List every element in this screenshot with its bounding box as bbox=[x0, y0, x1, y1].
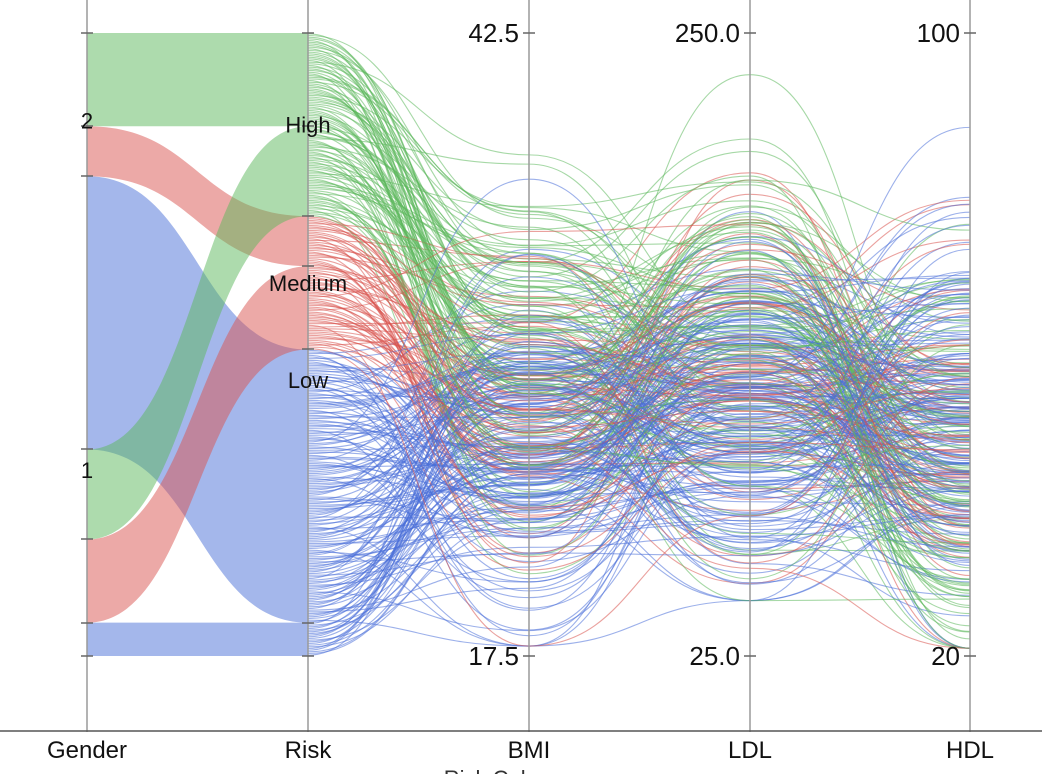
hdl-min-label: 20 bbox=[931, 641, 960, 671]
axes bbox=[0, 0, 1042, 732]
data-line-medium[interactable] bbox=[307, 303, 971, 649]
data-line-low[interactable] bbox=[307, 436, 971, 537]
data-line-low[interactable] bbox=[307, 354, 971, 473]
gender-category-label-1[interactable]: 1 bbox=[81, 458, 93, 483]
ribbon-gender-1-risk-low[interactable] bbox=[87, 622, 308, 656]
data-line-low[interactable] bbox=[307, 386, 971, 461]
data-line-low[interactable] bbox=[307, 501, 971, 615]
ribbon-gender-2-risk-high[interactable] bbox=[87, 33, 308, 127]
data-line-low[interactable] bbox=[307, 336, 971, 515]
data-line-low[interactable] bbox=[307, 331, 971, 637]
data-line-high[interactable] bbox=[307, 96, 971, 540]
hdl-max-label: 100 bbox=[917, 18, 960, 48]
data-line-high[interactable] bbox=[307, 148, 971, 432]
data-line-high[interactable] bbox=[307, 71, 971, 552]
data-line-high[interactable] bbox=[307, 134, 971, 412]
data-line-high[interactable] bbox=[307, 101, 971, 471]
axis-title-risk[interactable]: Risk bbox=[285, 737, 333, 764]
data-line-low[interactable] bbox=[307, 329, 971, 410]
data-line-low[interactable] bbox=[307, 473, 971, 560]
data-line-low[interactable] bbox=[307, 392, 971, 583]
color-dimension-label: Risk Colors bbox=[444, 766, 556, 774]
ribbon-gender-1-risk-medium[interactable] bbox=[87, 266, 308, 623]
data-line-high[interactable] bbox=[307, 56, 971, 544]
data-line-medium[interactable] bbox=[307, 331, 971, 475]
data-line-high[interactable] bbox=[307, 124, 971, 598]
risk-category-label-high[interactable]: High bbox=[285, 113, 330, 138]
bmi-max-label: 42.5 bbox=[468, 18, 519, 48]
data-lines bbox=[307, 33, 971, 656]
data-line-low[interactable] bbox=[307, 300, 971, 550]
data-line-low[interactable] bbox=[307, 253, 971, 580]
data-line-low[interactable] bbox=[307, 356, 971, 521]
data-line-low[interactable] bbox=[307, 404, 971, 616]
axis-title-gender[interactable]: Gender bbox=[47, 737, 127, 764]
data-line-high[interactable] bbox=[307, 138, 971, 501]
data-line-low[interactable] bbox=[307, 126, 971, 631]
data-line-high[interactable] bbox=[307, 98, 971, 627]
labels: 42.5 17.5 250.0 25.0 100 20 2 1 High Medium Low Gen… bbox=[47, 18, 994, 774]
data-line-low[interactable] bbox=[307, 406, 971, 584]
axis-title-hdl[interactable]: HDL bbox=[946, 737, 994, 764]
ribbon-gender-2-risk-low[interactable] bbox=[87, 176, 308, 623]
data-line-medium[interactable] bbox=[307, 243, 971, 410]
risk-category-label-low[interactable]: Low bbox=[288, 368, 328, 393]
data-line-low[interactable] bbox=[307, 390, 971, 647]
data-line-high[interactable] bbox=[307, 99, 971, 368]
data-line-medium[interactable] bbox=[307, 231, 971, 444]
data-line-low[interactable] bbox=[307, 299, 971, 640]
axis-title-ldl[interactable]: LDL bbox=[728, 737, 772, 764]
data-line-medium[interactable] bbox=[307, 283, 971, 426]
gender-category-label-2[interactable]: 2 bbox=[81, 108, 93, 133]
data-line-low[interactable] bbox=[307, 302, 971, 611]
data-line-low[interactable] bbox=[307, 505, 971, 647]
data-line-low[interactable] bbox=[307, 360, 971, 479]
risk-category-label-medium[interactable]: Medium bbox=[269, 271, 347, 296]
data-line-low[interactable] bbox=[307, 287, 971, 656]
data-line-low[interactable] bbox=[307, 370, 971, 585]
data-line-low[interactable] bbox=[307, 535, 971, 617]
ribbon-gender-1-risk-high[interactable] bbox=[87, 126, 308, 540]
data-line-low[interactable] bbox=[307, 429, 971, 574]
data-line-high[interactable] bbox=[307, 81, 971, 350]
data-line-low[interactable] bbox=[307, 277, 971, 493]
ldl-min-label: 25.0 bbox=[689, 641, 740, 671]
data-line-low[interactable] bbox=[307, 354, 971, 415]
data-line-medium[interactable] bbox=[307, 224, 971, 547]
data-line-high[interactable] bbox=[307, 128, 971, 450]
data-line-medium[interactable] bbox=[307, 288, 971, 516]
data-line-low[interactable] bbox=[307, 440, 971, 581]
data-line-low[interactable] bbox=[307, 283, 971, 591]
data-line-low[interactable] bbox=[307, 371, 971, 506]
category-ribbons bbox=[87, 33, 308, 656]
axis-title-bmi[interactable]: BMI bbox=[508, 737, 551, 764]
data-line-medium[interactable] bbox=[307, 312, 971, 647]
data-line-high[interactable] bbox=[307, 79, 971, 529]
data-line-medium[interactable] bbox=[307, 246, 971, 425]
data-line-low[interactable] bbox=[307, 211, 971, 630]
data-line-low[interactable] bbox=[307, 302, 971, 513]
data-line-low[interactable] bbox=[307, 248, 971, 553]
data-line-low[interactable] bbox=[307, 363, 971, 606]
data-line-low[interactable] bbox=[307, 324, 971, 490]
data-line-high[interactable] bbox=[307, 36, 971, 417]
data-line-high[interactable] bbox=[307, 126, 971, 349]
bmi-min-label: 17.5 bbox=[468, 641, 519, 671]
data-line-high[interactable] bbox=[307, 196, 971, 468]
data-line-low[interactable] bbox=[307, 216, 971, 458]
ldl-max-label: 250.0 bbox=[675, 18, 740, 48]
data-line-high[interactable] bbox=[307, 54, 971, 649]
